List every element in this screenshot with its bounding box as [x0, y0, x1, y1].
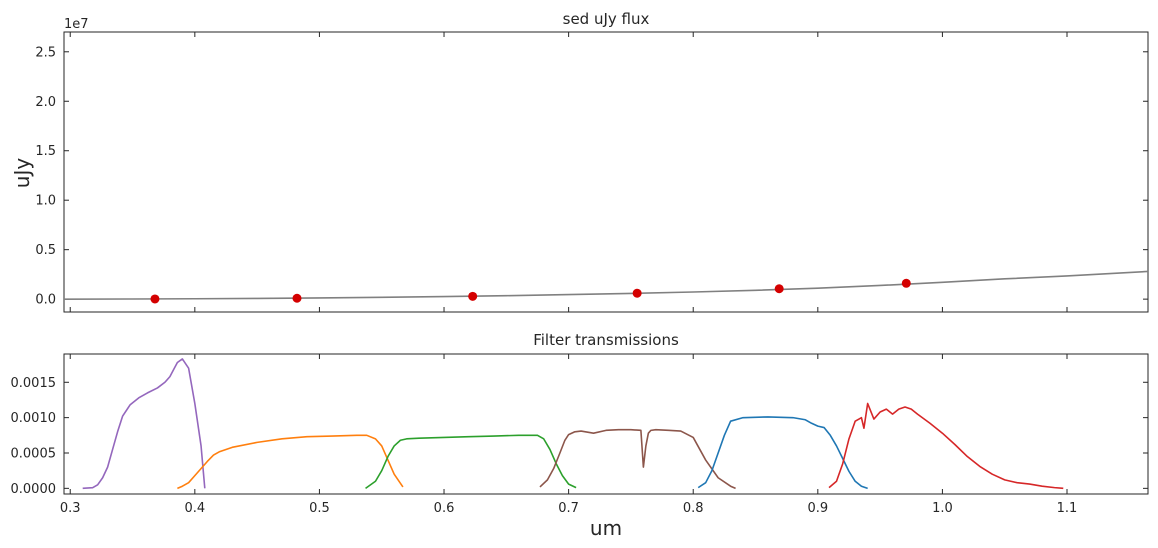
filter-x-tick-label: 0.5: [309, 501, 330, 516]
sed-y-tick-label: 2.5: [35, 45, 56, 60]
filter-x-tick-label: 1.1: [1057, 501, 1078, 516]
sed-data-point: [150, 294, 160, 304]
sed-title: sed uJy flux: [563, 10, 650, 28]
sed-data-point: [774, 284, 784, 294]
sed-y-tick-label: 0.5: [35, 243, 56, 258]
filter-curve: [539, 428, 736, 490]
filter-curve: [177, 434, 404, 490]
sed-offset-text: 1e7: [64, 17, 89, 32]
filter-frame: [63, 353, 1149, 495]
sed-frame: [63, 31, 1149, 313]
sed-data-point: [632, 288, 642, 298]
sed-y-axis-label: uJy: [10, 158, 34, 189]
sed-data-point: [468, 291, 478, 301]
sed-data-point: [292, 293, 302, 303]
filter-x-tick-label: 0.9: [807, 501, 828, 516]
filter-x-tick-label: 0.7: [558, 501, 579, 516]
filter-x-tick-label: 0.4: [184, 501, 205, 516]
filter-y-tick-label: 0.0015: [11, 376, 57, 391]
filter-x-axis-label: um: [590, 516, 622, 540]
filter-y-tick-label: 0.0010: [11, 411, 57, 426]
filter-title: Filter transmissions: [533, 331, 679, 349]
sed-y-tick-label: 1.5: [35, 144, 56, 159]
filter-x-tick-label: 0.6: [434, 501, 455, 516]
filter-y-tick-label: 0.0000: [11, 482, 57, 497]
filter-curve: [82, 358, 206, 490]
sed-y-tick-label: 1.0: [35, 194, 56, 209]
filter-curve: [828, 402, 1064, 490]
filter-y-tick-label: 0.0005: [11, 446, 57, 461]
filter-x-tick-label: 1.0: [932, 501, 953, 516]
sed-y-tick-label: 2.0: [35, 95, 56, 110]
filter-x-tick-label: 0.3: [60, 501, 81, 516]
filter-curve: [697, 416, 868, 490]
filter-panel: Filter transmissions um 0.3 0.4 0.5 0.6 0.7 0…: [11, 331, 1149, 540]
sed-data-point: [901, 278, 911, 288]
filter-plot-area: 0.3 0.4 0.5 0.6 0.7 0.8 0.9 1.0 1.1 0.0000 0.0005 0…: [11, 353, 1149, 516]
filter-x-tick-label: 0.8: [683, 501, 704, 516]
sed-y-tick-label: 0.0: [35, 293, 56, 308]
sed-panel: sed uJy flux 1e7 uJy 0.0 0.5 1.0 1.5 2.0 2.5: [10, 10, 1149, 313]
filter-curve: [365, 434, 577, 489]
sed-curve: [63, 270, 1149, 300]
sed-plot-area: 0.0 0.5 1.0 1.5 2.0 2.5: [35, 31, 1149, 313]
